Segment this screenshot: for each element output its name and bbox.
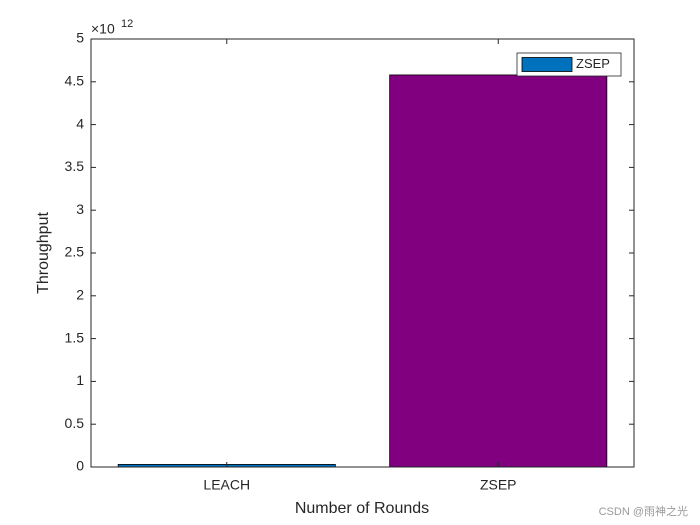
y-tick-label: 5	[76, 30, 84, 46]
y-tick-label: 0.5	[65, 415, 85, 431]
axes-box	[90, 38, 635, 468]
x-axis-label: Number of Rounds	[295, 500, 429, 517]
y-tick-label: 1	[76, 372, 84, 388]
legend-swatch	[521, 57, 573, 72]
y-tick-label: 4.5	[65, 73, 85, 89]
x-tick-label: ZSEP	[480, 477, 517, 493]
y-scale-exponent: 12	[121, 18, 133, 30]
y-tick-label: 2	[76, 287, 84, 303]
y-axis-label: Throughput	[35, 212, 52, 294]
y-scale-base: ×10	[91, 21, 115, 37]
legend-label: ZSEP	[576, 56, 610, 71]
y-tick-label: 1.5	[65, 329, 85, 345]
watermark: CSDN @雨神之光	[599, 504, 688, 518]
x-tick-label: LEACH	[203, 477, 250, 493]
y-tick-label: 0	[76, 458, 84, 474]
y-tick-label: 3.5	[65, 158, 85, 174]
y-tick-label: 2.5	[65, 244, 85, 260]
bar	[389, 74, 608, 468]
y-tick-label: 3	[76, 201, 84, 217]
y-tick-label: 4	[76, 115, 84, 131]
